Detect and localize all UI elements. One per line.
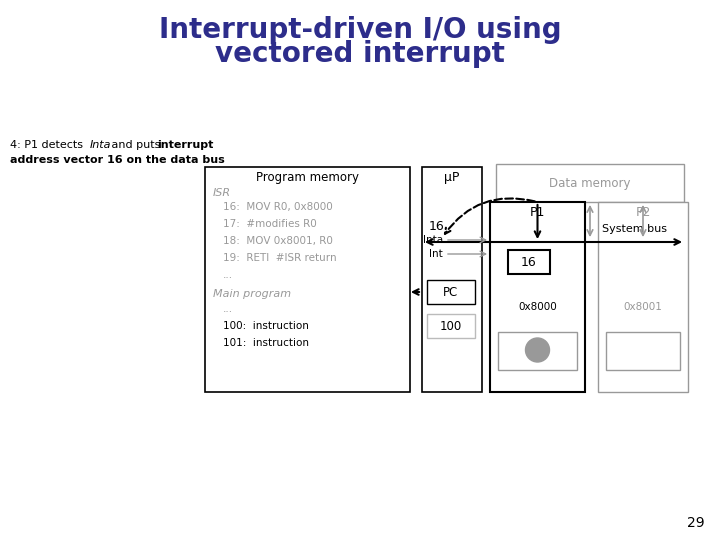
Text: interrupt: interrupt	[157, 140, 213, 150]
Bar	[490, 202, 585, 392]
Text: 29: 29	[688, 516, 705, 530]
Bar	[422, 167, 482, 392]
Text: Inta: Inta	[90, 140, 112, 150]
Text: ...: ...	[223, 270, 233, 280]
Bar	[496, 164, 684, 202]
Bar	[205, 167, 410, 392]
Text: and puts: and puts	[108, 140, 164, 150]
Text: 100:  instruction: 100: instruction	[223, 321, 309, 331]
Text: Int: Int	[429, 249, 443, 259]
Text: ...: ...	[223, 304, 233, 314]
Text: PC: PC	[444, 286, 459, 299]
Bar	[427, 280, 475, 304]
Text: System bus: System bus	[603, 224, 667, 234]
Text: μP: μP	[444, 172, 459, 185]
Text: 16: 16	[521, 255, 537, 268]
Text: 16:  MOV R0, 0x8000: 16: MOV R0, 0x8000	[223, 202, 333, 212]
Text: Data memory: Data memory	[549, 177, 631, 190]
Bar	[427, 314, 475, 338]
Text: ISR: ISR	[213, 188, 231, 198]
Text: address vector 16 on the data bus: address vector 16 on the data bus	[10, 155, 225, 165]
Bar	[498, 332, 577, 370]
Bar	[508, 250, 550, 274]
Text: Program memory: Program memory	[256, 172, 359, 185]
Bar	[598, 202, 688, 392]
Text: 16: 16	[429, 220, 445, 233]
Text: 18:  MOV 0x8001, R0: 18: MOV 0x8001, R0	[223, 236, 333, 246]
Text: 0x8000: 0x8000	[518, 302, 557, 312]
Text: 101:  instruction: 101: instruction	[223, 338, 309, 348]
Text: P1: P1	[530, 206, 545, 219]
Text: 0x8001: 0x8001	[624, 302, 662, 312]
Bar	[606, 332, 680, 370]
Text: Inta: Inta	[423, 235, 443, 245]
Text: 17:  #modifies R0: 17: #modifies R0	[223, 219, 317, 229]
Text: 100: 100	[440, 320, 462, 333]
Text: Main program: Main program	[213, 289, 291, 299]
Text: 4: P1 detects: 4: P1 detects	[10, 140, 86, 150]
Circle shape	[526, 338, 549, 362]
Text: Interrupt-driven I/O using: Interrupt-driven I/O using	[158, 16, 562, 44]
Text: 19:  RETI  #ISR return: 19: RETI #ISR return	[223, 253, 337, 263]
Text: P2: P2	[635, 206, 651, 219]
Text: vectored interrupt: vectored interrupt	[215, 40, 505, 68]
